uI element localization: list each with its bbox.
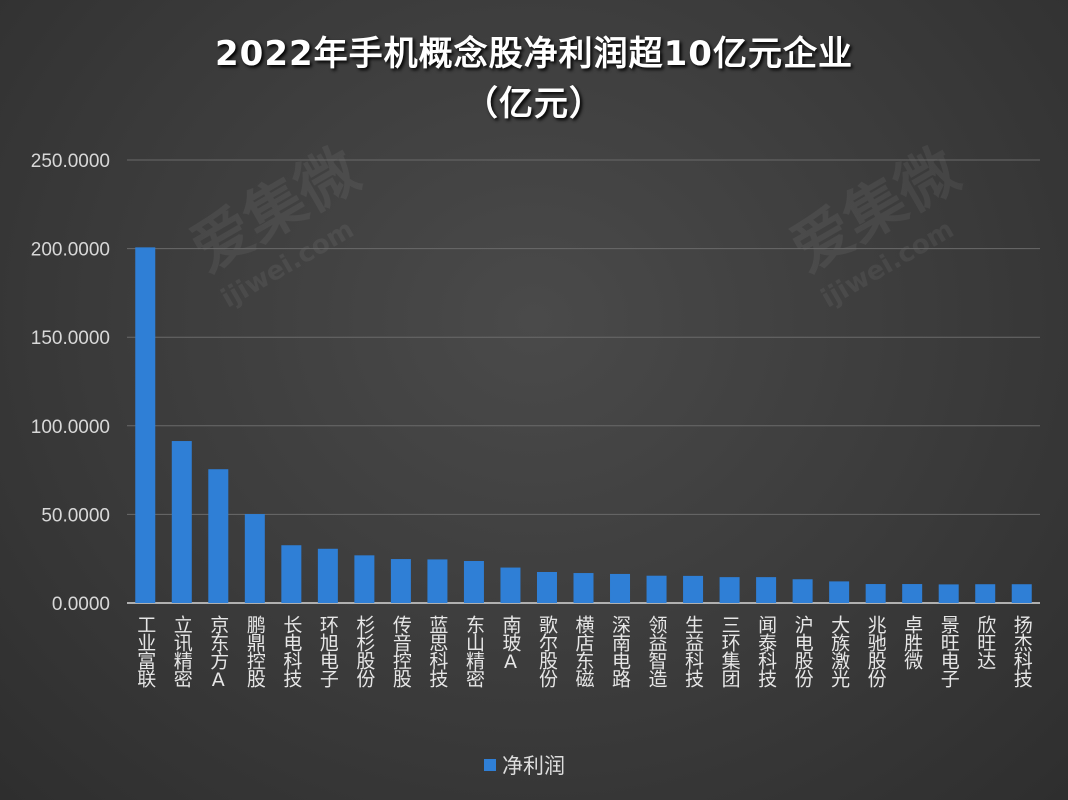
x-tick-label: 京东方A (207, 615, 229, 690)
x-tick-label: 景旺电子 (938, 615, 960, 688)
bar (536, 571, 557, 603)
bar (135, 247, 156, 603)
y-tick-label: 250.0000 (31, 151, 110, 172)
y-tick-label: 100.0000 (31, 417, 110, 438)
x-tick-label: 立讯精密 (171, 615, 193, 688)
bar (317, 548, 338, 603)
bar (829, 581, 850, 603)
bar (1011, 584, 1032, 603)
x-tick-label: 沪电股份 (792, 615, 814, 688)
legend: 净利润 (484, 750, 565, 780)
x-tick-label: 扬杰科技 (1011, 615, 1033, 688)
bar (938, 584, 959, 603)
x-tick-label: 工业富联 (134, 615, 156, 688)
bar (865, 584, 886, 603)
x-tick-label: 传音控股 (390, 615, 412, 688)
x-tick-label: 大族激光 (828, 615, 850, 688)
bar (683, 575, 704, 603)
y-tick-label: 50.0000 (41, 505, 110, 526)
x-tick-label: 欣旺达 (974, 615, 996, 670)
bar (427, 559, 448, 603)
bar (390, 559, 411, 603)
bar (500, 567, 521, 603)
x-tick-label: 生益科技 (682, 615, 704, 688)
bar (719, 577, 740, 603)
legend-label: 净利润 (502, 754, 565, 778)
x-tick-label: 闻泰科技 (755, 615, 777, 688)
bar (208, 469, 229, 603)
legend-swatch (484, 759, 496, 771)
x-tick-label: 歌尔股份 (536, 615, 558, 688)
bar (463, 561, 484, 603)
bar (756, 577, 777, 603)
x-tick-label: 兆驰股份 (865, 615, 887, 688)
bar (171, 441, 192, 603)
bar (244, 514, 265, 603)
x-tick-label: 横店东磁 (573, 615, 595, 688)
y-tick-label: 200.0000 (31, 240, 110, 261)
x-tick-label: 东山精密 (463, 615, 485, 688)
bar (975, 584, 996, 603)
x-tick-label: 环旭电子 (317, 615, 339, 688)
x-tick-label: 长电科技 (280, 615, 302, 688)
y-tick-label: 150.0000 (31, 328, 110, 349)
bar (281, 545, 302, 603)
x-tick-label: 三环集团 (719, 615, 741, 688)
x-tick-label: 南玻A (499, 615, 521, 672)
bar (646, 575, 667, 603)
y-tick-label: 0.0000 (52, 594, 110, 615)
x-tick-label: 深南电路 (609, 615, 631, 688)
bar (792, 579, 813, 603)
bar (902, 584, 923, 603)
bar (610, 573, 631, 603)
x-tick-label: 领益智造 (646, 615, 668, 688)
chart-subtitle: （亿元） (464, 84, 604, 124)
x-tick-label: 杉杉股份 (353, 615, 375, 688)
bar (354, 555, 375, 603)
x-tick-label: 卓胜微 (901, 615, 923, 670)
x-tick-label: 鹏鼎控股 (244, 615, 266, 688)
x-tick-label: 蓝思科技 (426, 615, 448, 688)
bar (573, 573, 594, 603)
chart-title: 2022年手机概念股净利润超10亿元企业 (215, 34, 853, 74)
